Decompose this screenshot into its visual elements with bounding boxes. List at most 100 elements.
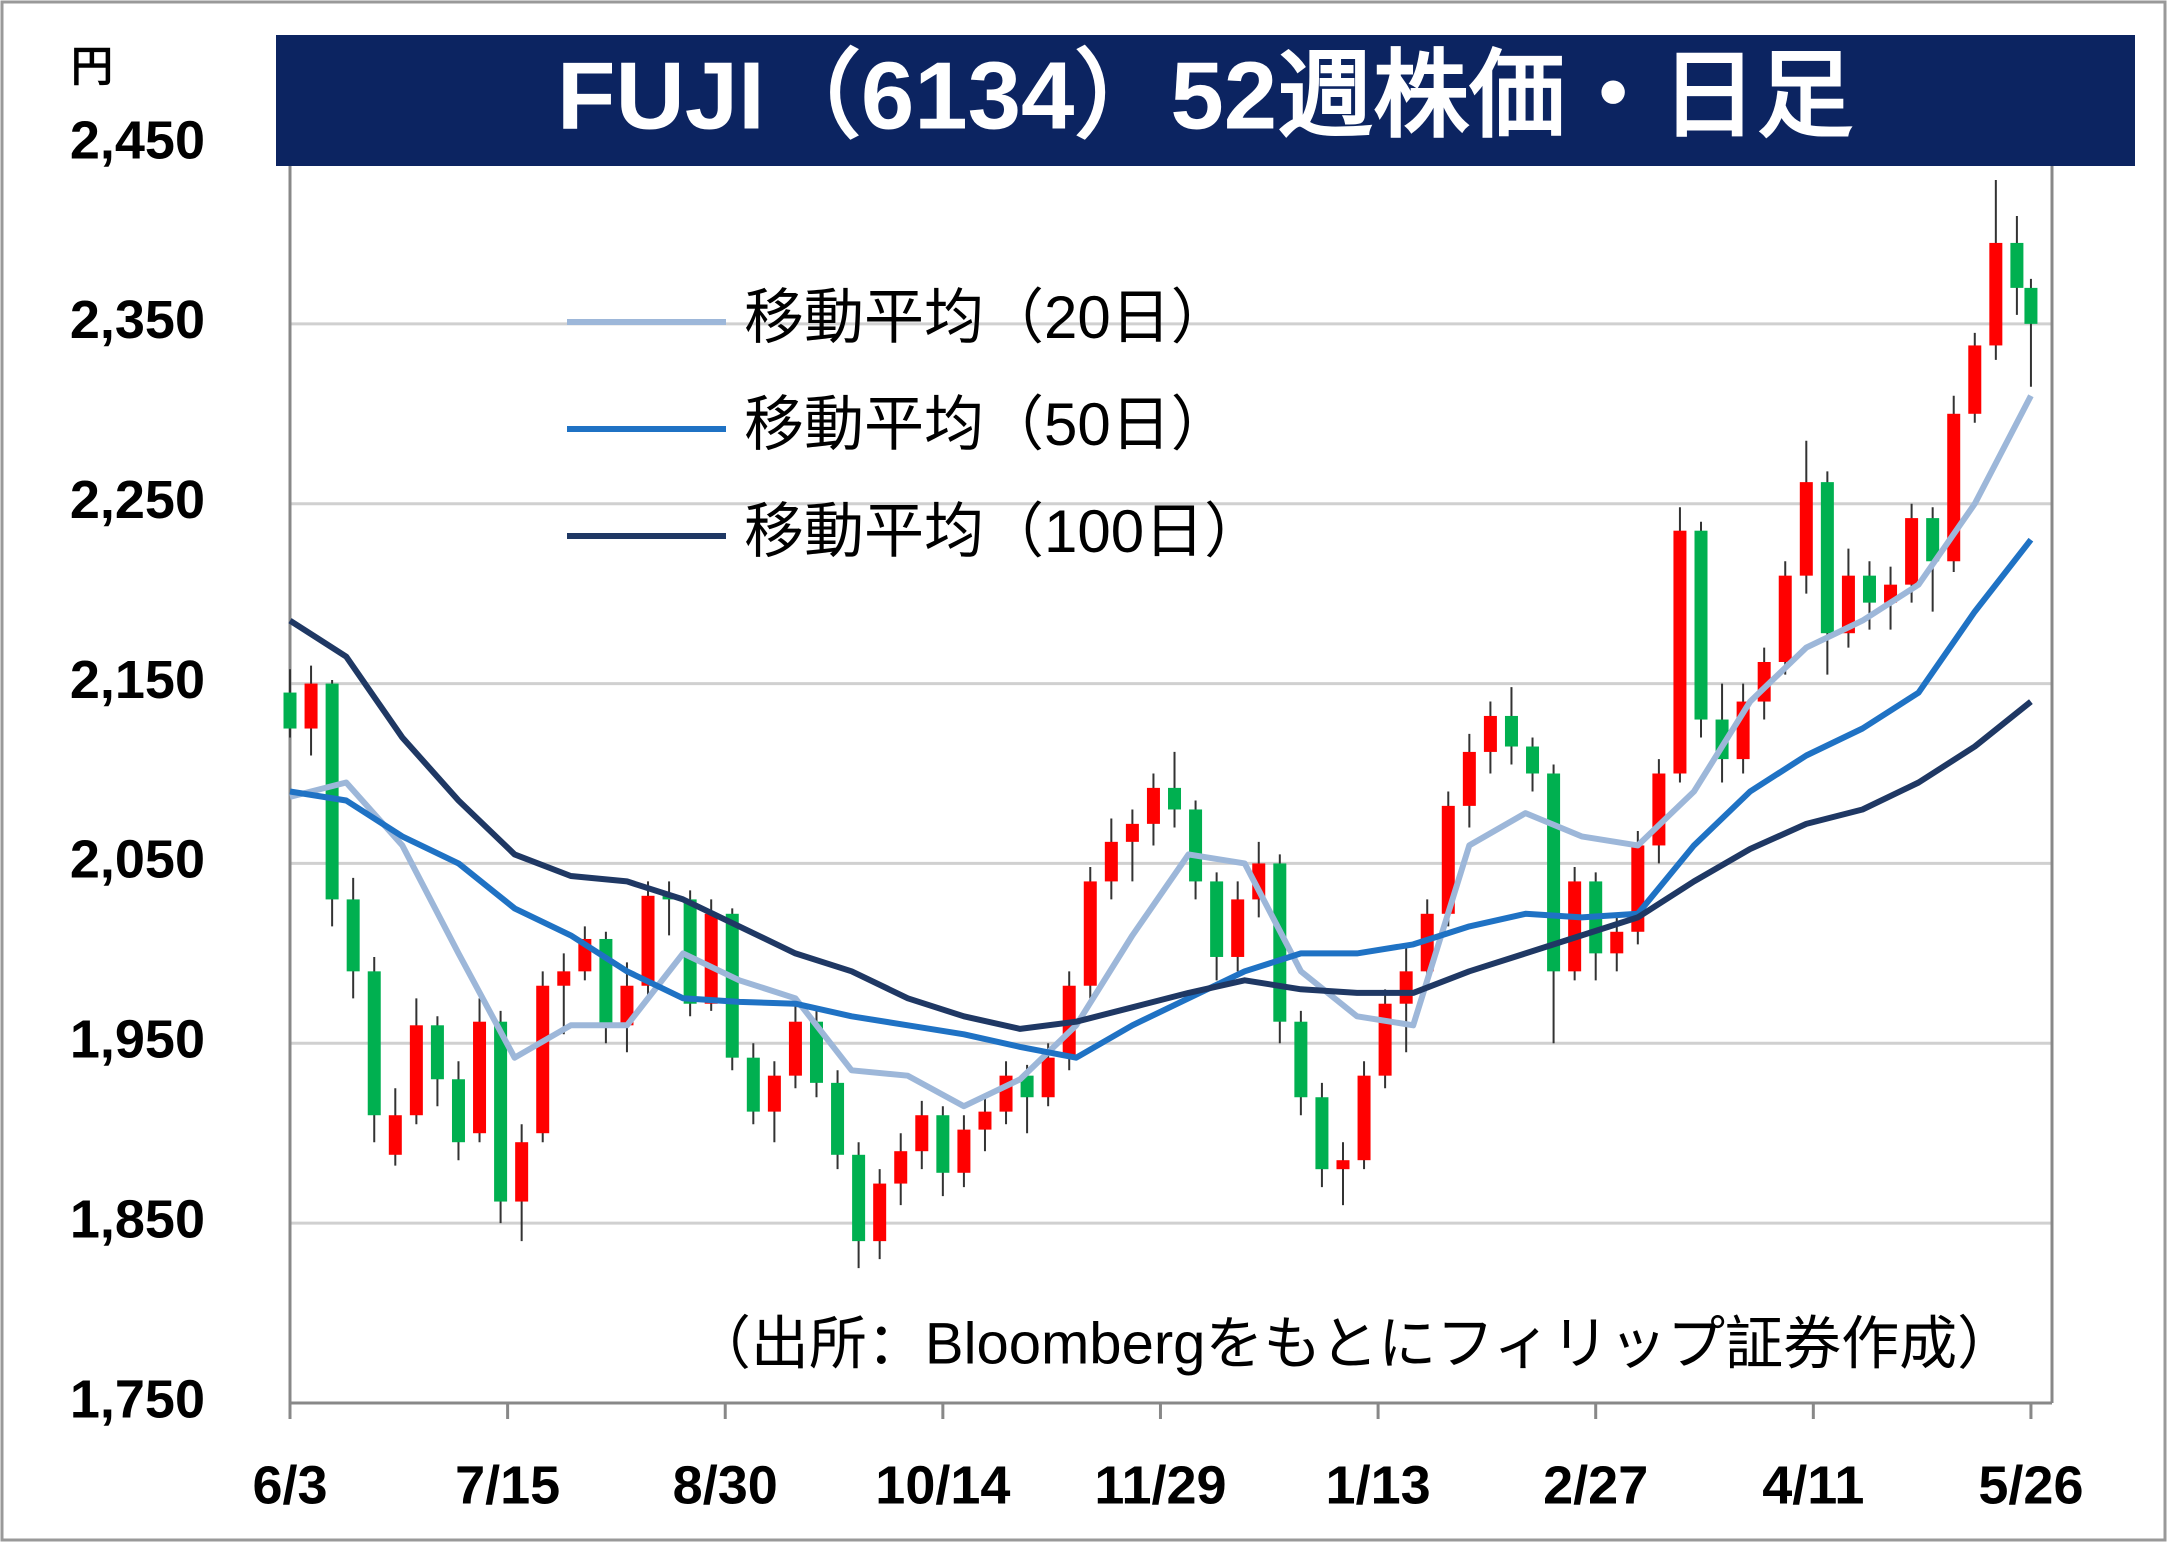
title-bar [276,35,2135,166]
candle-body [725,913,739,1058]
plot-area [283,142,2054,1419]
candle-body [325,683,339,900]
candle-body [1378,1003,1392,1076]
candle-body [1841,575,1855,634]
candle-body [936,1115,950,1173]
candle-body [1336,1160,1350,1170]
y-tick-label: 2,150 [70,650,205,710]
legend-label: 移動平均（100日） [744,498,1264,565]
candle-body [1778,575,1792,662]
candle-body [1083,881,1097,986]
candle-body [451,1079,465,1143]
x-tick-label: 8/30 [673,1455,778,1515]
candle-body [852,1154,866,1242]
candle-body [409,1025,423,1116]
candle-body [283,692,297,729]
candle-body [1441,805,1455,914]
candle-body [1694,530,1708,720]
candle-body [1652,773,1666,846]
x-tick-label: 4/11 [1762,1455,1864,1515]
y-tick-label: 2,450 [70,110,205,170]
chart-title: FUJI（6134）52週株価・日足 [557,42,1853,149]
candle-body [1610,931,1624,954]
candle-body [788,1021,802,1076]
candle-body [1504,715,1518,747]
candle-body [1231,899,1245,957]
candle-body [1104,841,1118,882]
candle-body [831,1082,845,1155]
candle-body [1799,482,1813,576]
candle-body [473,1021,487,1134]
candle-body [767,1075,781,1112]
candle-body [746,1057,760,1112]
candle-body [1862,575,1876,603]
candle-body [620,985,634,1026]
moving-average-line [289,537,2034,1061]
candle-body [1820,482,1834,634]
candle-body [2024,287,2038,324]
candle-body [557,971,571,986]
candle-body [915,1115,929,1152]
candle-body [1357,1075,1371,1161]
x-tick-label: 2/27 [1543,1455,1648,1515]
candle-body [515,1142,529,1202]
x-tick-label: 11/29 [1094,1455,1226,1515]
y-tick-label: 1,950 [70,1010,205,1070]
candle-body [894,1151,908,1184]
x-tick-label: 6/3 [252,1455,327,1515]
candle-body [346,899,360,972]
candle-body [1462,751,1476,806]
candle-body [388,1115,402,1155]
candle-body [536,985,550,1134]
moving-average-line [288,618,2033,1032]
y-tick-label: 2,050 [70,830,205,890]
candle-body [1125,823,1139,842]
candle-body [367,971,381,1116]
x-tick-label: 5/26 [1978,1455,2083,1515]
candle-body [1399,971,1413,1004]
candle-body [1189,809,1203,882]
candle-body [1315,1097,1329,1170]
y-tick-label: 2,350 [70,290,205,350]
candle-body [683,899,697,1004]
candle-body [1041,1057,1055,1098]
candle-body [1673,530,1687,774]
candle-body [704,913,718,1004]
candle-body [1968,345,1982,414]
y-unit: 円 [71,43,113,90]
candle-body [809,1021,823,1083]
candle-body [1989,242,2003,346]
candle-body [430,1025,444,1080]
y-tick-label: 1,750 [70,1369,205,1429]
candle-body [494,1021,508,1202]
candle-body [1294,1021,1308,1098]
candle-body [1146,787,1160,824]
legend-label: 移動平均（50日） [744,391,1231,458]
candle-body [1483,715,1497,752]
candle-body [1926,518,1940,562]
x-tick-label: 1/13 [1326,1455,1431,1515]
candle-body [1568,881,1582,972]
candle-body [1168,787,1182,810]
candle-body [304,683,318,729]
candle-body [2010,242,2024,288]
candle-body [873,1183,887,1242]
candle-body [1526,746,1540,774]
candle-body [978,1111,992,1130]
annotation: （出所：Bloombergをもとにフィリップ証券作成） [693,1311,2015,1376]
candle-body [641,895,655,986]
candle-body [1273,863,1287,1022]
x-tick-label: 10/14 [875,1455,1010,1515]
candle-body [957,1129,971,1173]
candle-body [1210,881,1224,957]
moving-average-line [289,394,2034,1110]
x-tick-label: 7/15 [455,1455,560,1515]
y-tick-label: 1,850 [70,1189,205,1249]
y-tick-label: 2,250 [70,470,205,530]
legend-label: 移動平均（20日） [744,284,1231,351]
candle-body [1020,1075,1034,1098]
candle-body [1905,518,1919,585]
